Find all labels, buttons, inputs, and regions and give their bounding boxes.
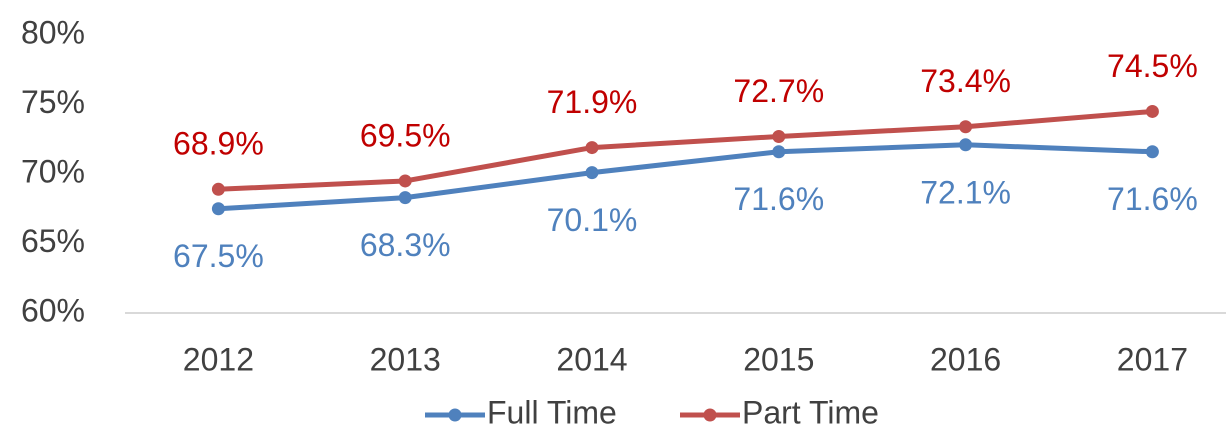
data-point [398,174,412,188]
y-tick-label: 60% [21,292,85,328]
data-label: 72.7% [733,73,824,109]
data-point [398,191,412,205]
y-tick-label: 80% [21,14,85,50]
x-tick-label: 2015 [743,341,814,377]
data-label: 67.5% [173,238,264,274]
data-label: 70.1% [547,202,638,238]
data-label: 71.6% [733,181,824,217]
legend-label: Full Time [487,394,617,430]
data-label: 68.3% [360,227,451,263]
data-point [211,182,225,196]
data-point [211,202,225,216]
data-label: 71.9% [547,84,638,120]
x-tick-label: 2013 [370,341,441,377]
data-point [772,145,786,159]
legend-label: Part Time [742,394,879,430]
series-line [218,108,1153,192]
data-point [1145,104,1159,118]
series-line [218,142,1153,212]
y-tick-label: 65% [21,223,85,259]
data-label: 73.4% [920,63,1011,99]
x-tick-label: 2017 [1117,341,1188,377]
data-label: 69.5% [360,117,451,153]
data-point [585,166,599,180]
data-label: 68.9% [173,126,264,162]
data-point [1145,145,1159,159]
x-tick-label: 2016 [930,341,1001,377]
data-point [585,141,599,155]
data-label: 74.5% [1107,48,1198,84]
x-tick-label: 2014 [556,341,627,377]
data-label: 71.6% [1107,181,1198,217]
data-point [772,129,786,143]
y-tick-label: 70% [21,153,85,189]
data-label: 72.1% [920,174,1011,210]
data-point [959,120,973,134]
x-tick-label: 2012 [183,341,254,377]
legend-marker [703,408,717,422]
legend-marker [448,408,462,422]
data-point [959,138,973,152]
y-tick-label: 75% [21,84,85,120]
